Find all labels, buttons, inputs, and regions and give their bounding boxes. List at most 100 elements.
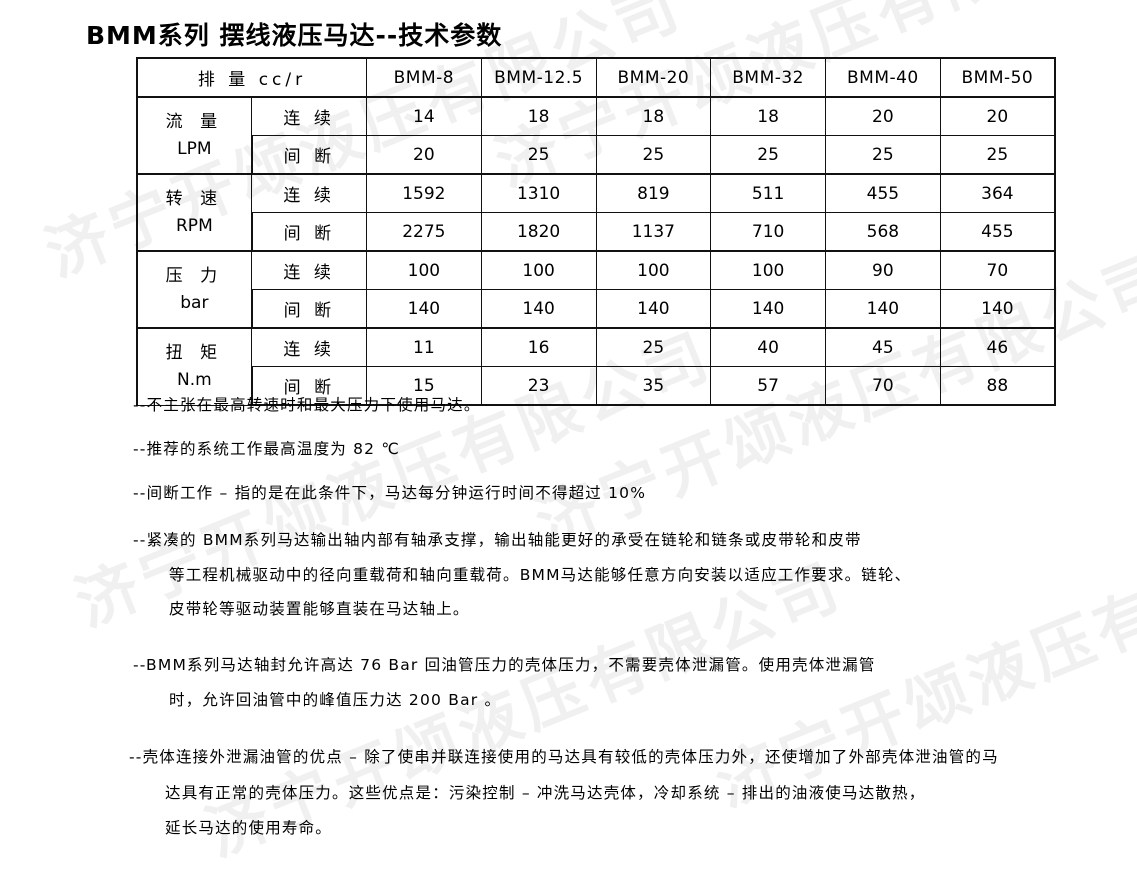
data-cell: 1310 (480, 173, 597, 213)
note-line: 达具有正常的壳体压力。这些优点是：污染控制 – 冲洗马达壳体，冷却系统 – 排出… (165, 783, 926, 802)
data-cell: 25 (939, 135, 1056, 175)
model-header-cell: BMM-32 (710, 57, 826, 98)
mode-label-cell: 间 断 (250, 366, 367, 406)
note-line: --BMM系列马达轴封允许高达 76 Bar 回油管压力的壳体压力，不需要壳体泄… (133, 656, 876, 674)
mode-label-cell: 连 续 (251, 173, 367, 213)
group-label-cell: 转 速 RPM (136, 173, 253, 252)
data-cell: 70 (939, 250, 1056, 290)
mode-label-cell: 连 续 (251, 327, 367, 367)
data-cell: 455 (939, 212, 1056, 252)
data-cell: 14 (366, 96, 482, 136)
note-line: --推荐的系统工作最高温度为 82 ℃ (133, 440, 400, 458)
table-header-row: 排 量 cc/r BMM-8 BMM-12.5 BMM-20 BMM-32 BM… (136, 57, 1056, 98)
note-line: 等工程机械驱动中的径向重载荷和轴向重载荷。BMM马达能够任意方向安装以适应工作要… (169, 565, 912, 584)
data-cell: 40 (710, 327, 826, 367)
note-item: --紧凑的 BMM系列马达输出轴内部有轴承支撑，输出轴能更好的承受在链轮和链条或… (133, 531, 912, 618)
data-cell: 100 (595, 250, 712, 290)
note-line: --不主张在最高转速时和最大压力下使用马达。 (133, 396, 481, 414)
data-cell: 1820 (480, 212, 597, 252)
mode-label-cell: 间 断 (250, 212, 367, 252)
data-cell: 511 (710, 173, 826, 213)
data-cell: 20 (825, 96, 941, 136)
data-cell: 140 (710, 289, 826, 329)
table-row: 扭 矩 N.m 连 续 11 16 25 40 45 46 (136, 327, 1056, 406)
mode-label-cell: 间 断 (250, 289, 367, 329)
note-item: --不主张在最高转速时和最大压力下使用马达。 (133, 396, 481, 414)
data-cell: 20 (366, 135, 482, 175)
data-cell: 18 (595, 96, 712, 136)
data-cell: 45 (825, 327, 941, 367)
data-cell: 18 (480, 96, 597, 136)
data-cell: 20 (939, 96, 1056, 136)
model-header-cell: BMM-40 (825, 57, 941, 98)
note-line: --壳体连接外泄漏油管的优点 – 除了使串并联连接使用的马达具有较低的壳体压力外… (129, 748, 999, 766)
data-cell: 25 (595, 135, 712, 175)
data-cell: 18 (710, 96, 826, 136)
table-row: 间 断 2275 1820 1137 710 568 455 (137, 212, 1056, 252)
note-item: --BMM系列马达轴封允许高达 76 Bar 回油管压力的壳体压力，不需要壳体泄… (133, 656, 876, 709)
note-line: --间断工作 – 指的是在此条件下，马达每分钟运行时间不得超过 10% (133, 484, 647, 502)
data-cell: 140 (366, 289, 482, 329)
data-cell: 568 (825, 212, 941, 252)
data-cell: 2275 (366, 212, 482, 252)
mode-label-cell: 连 续 (251, 250, 367, 290)
mode-label-cell: 间 断 (250, 135, 367, 175)
data-cell: 100 (710, 250, 826, 290)
group-label-cell: 压 力 bar (136, 250, 253, 329)
page-title: BMM系列 摆线液压马达--技术参数 (86, 21, 503, 50)
data-cell: 364 (939, 173, 1056, 213)
spec-table: 排 量 cc/r BMM-8 BMM-12.5 BMM-20 BMM-32 BM… (136, 57, 1056, 406)
table-row: 压 力 bar 连 续 100 100 100 100 90 70 (136, 250, 1056, 329)
data-cell: 819 (595, 173, 712, 213)
note-item: --推荐的系统工作最高温度为 82 ℃ (133, 440, 400, 458)
group-unit: N.m (177, 369, 212, 390)
group-name: 扭 矩 (165, 343, 224, 364)
group-name: 流 量 (165, 112, 224, 133)
table-row: 间 断 20 25 25 25 25 25 (137, 135, 1056, 175)
data-cell: 455 (825, 173, 941, 213)
data-cell: 100 (480, 250, 597, 290)
data-cell: 25 (710, 135, 826, 175)
data-cell: 88 (939, 366, 1056, 406)
note-item: --壳体连接外泄漏油管的优点 – 除了使串并联连接使用的马达具有较低的壳体压力外… (129, 748, 999, 837)
data-cell: 16 (480, 327, 597, 367)
group-name: 转 速 (165, 189, 224, 210)
group-unit: RPM (176, 215, 213, 236)
data-cell: 140 (939, 289, 1056, 329)
model-header-cell: BMM-12.5 (480, 57, 597, 98)
data-cell: 710 (710, 212, 826, 252)
specification-table: 排 量 cc/r BMM-8 BMM-12.5 BMM-20 BMM-32 BM… (136, 57, 1056, 406)
note-line: 皮带轮等驱动装置能够直装在马达轴上。 (169, 600, 470, 618)
model-header-cell: BMM-8 (366, 57, 482, 98)
data-cell: 140 (825, 289, 941, 329)
table-row: 流 量 LPM 连 续 14 18 18 18 20 20 (136, 96, 1056, 175)
data-cell: 100 (366, 250, 482, 290)
data-cell: 11 (366, 327, 482, 367)
table-row: 间 断 140 140 140 140 140 140 (137, 289, 1056, 329)
group-label-cell: 扭 矩 N.m (136, 327, 253, 406)
note-item: --间断工作 – 指的是在此条件下，马达每分钟运行时间不得超过 10% (133, 484, 647, 502)
table-row: 转 速 RPM 连 续 1592 1310 819 511 455 364 (136, 173, 1056, 252)
data-cell: 1137 (595, 212, 712, 252)
data-cell: 90 (825, 250, 941, 290)
data-cell: 25 (480, 135, 597, 175)
data-cell: 35 (595, 366, 712, 406)
note-line: --紧凑的 BMM系列马达输出轴内部有轴承支撑，输出轴能更好的承受在链轮和链条或… (133, 531, 862, 549)
data-cell: 57 (710, 366, 826, 406)
displacement-header-cell: 排 量 cc/r (136, 57, 367, 98)
data-cell: 140 (595, 289, 712, 329)
group-unit: LPM (177, 138, 212, 159)
data-cell: 70 (825, 366, 941, 406)
model-header-cell: BMM-50 (939, 57, 1056, 98)
data-cell: 25 (825, 135, 941, 175)
data-cell: 25 (595, 327, 712, 367)
mode-label-cell: 连 续 (251, 96, 367, 136)
group-label-cell: 流 量 LPM (136, 96, 253, 175)
data-cell: 46 (939, 327, 1056, 367)
table-row: 间 断 15 23 35 57 70 88 (137, 366, 1056, 406)
note-line: 延长马达的使用寿命。 (165, 819, 333, 837)
model-header-cell: BMM-20 (595, 57, 712, 98)
note-line: 时，允许回油管中的峰值压力达 200 Bar 。 (169, 690, 502, 709)
group-name: 压 力 (165, 266, 224, 287)
